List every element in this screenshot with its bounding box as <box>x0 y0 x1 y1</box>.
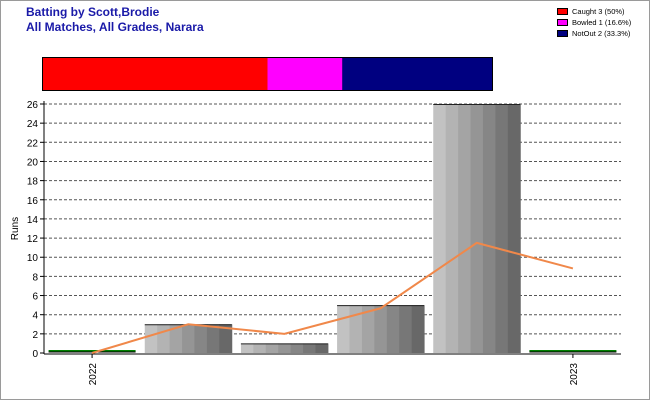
bar-stripe <box>349 305 363 353</box>
y-tick-label: 16 <box>27 196 39 207</box>
y-tick-label: 22 <box>27 138 39 149</box>
y-tick-label: 10 <box>27 253 39 264</box>
bar-stripe <box>303 343 316 353</box>
y-tick-label: 6 <box>32 292 38 303</box>
x-tick-label: 2023 <box>569 363 580 386</box>
bar <box>240 343 329 353</box>
legend-item-caught: Caught 3 (50%) <box>557 6 631 17</box>
y-tick-label: 14 <box>27 215 39 226</box>
bar-stripe <box>482 104 496 353</box>
legend-label-bowled: Bowled 1 (16.6%) <box>572 18 632 27</box>
legend: Caught 3 (50%) Bowled 1 (16.6%) NotOut 2… <box>557 6 631 39</box>
chart-title: Batting by Scott,Brodie <box>26 5 160 19</box>
y-tick-label: 12 <box>27 234 39 245</box>
bar-stripe <box>433 104 447 353</box>
legend-item-bowled: Bowled 1 (16.6%) <box>557 17 631 28</box>
bar-stripe <box>374 305 388 353</box>
bar <box>337 305 425 353</box>
dismissal-segment-bowled <box>267 58 343 90</box>
bar-stripe <box>337 305 351 353</box>
y-tick-label: 24 <box>27 119 39 130</box>
bar-stripe <box>445 104 459 353</box>
bar-stripe <box>315 343 329 353</box>
bar-stripe <box>278 343 292 353</box>
bar-stripe <box>240 343 254 353</box>
bar-stripe <box>265 343 279 353</box>
y-tick-label: 0 <box>32 349 38 360</box>
bar-stripe <box>399 305 413 353</box>
bar-stripe <box>507 104 521 353</box>
bar <box>433 104 521 353</box>
y-tick-label: 2 <box>32 330 38 341</box>
bar <box>144 324 233 353</box>
bar-stripe <box>253 343 267 353</box>
chart-subtitle: All Matches, All Grades, Narara <box>26 20 204 34</box>
legend-swatch-caught <box>557 8 568 15</box>
y-tick-label: 4 <box>32 311 38 322</box>
bar-stripe <box>470 104 484 353</box>
bar-zero <box>48 350 136 352</box>
legend-label-caught: Caught 3 (50%) <box>572 7 625 16</box>
bar-stripe <box>157 324 171 353</box>
bar-stripe <box>194 324 208 353</box>
bar-stripe <box>411 305 425 353</box>
y-tick-label: 26 <box>27 100 39 111</box>
y-axis-label: Runs <box>10 217 21 240</box>
bar-stripe <box>144 324 158 353</box>
legend-item-notout: NotOut 2 (33.3%) <box>557 28 631 39</box>
bar-stripe <box>182 324 195 353</box>
bar-stripe <box>361 305 375 353</box>
bar-stripe <box>169 324 183 353</box>
dismissal-segment-caught <box>43 58 268 90</box>
x-tick-label: 2022 <box>88 363 99 386</box>
legend-swatch-bowled <box>557 19 568 26</box>
bar-stripe <box>290 343 304 353</box>
bar-stripe <box>495 104 509 353</box>
dismissal-segment-notout <box>342 58 492 90</box>
legend-swatch-notout <box>557 30 568 37</box>
bar-zero <box>529 350 617 352</box>
legend-label-notout: NotOut 2 (33.3%) <box>572 29 631 38</box>
bar-stripe <box>206 324 220 353</box>
average-line <box>91 241 574 354</box>
bar-stripe <box>458 104 472 353</box>
bar-stripe <box>219 324 233 353</box>
y-tick-label: 8 <box>32 272 38 283</box>
y-tick-label: 20 <box>27 157 39 168</box>
y-tick-label: 18 <box>27 177 39 188</box>
bar-stripe <box>386 305 400 353</box>
